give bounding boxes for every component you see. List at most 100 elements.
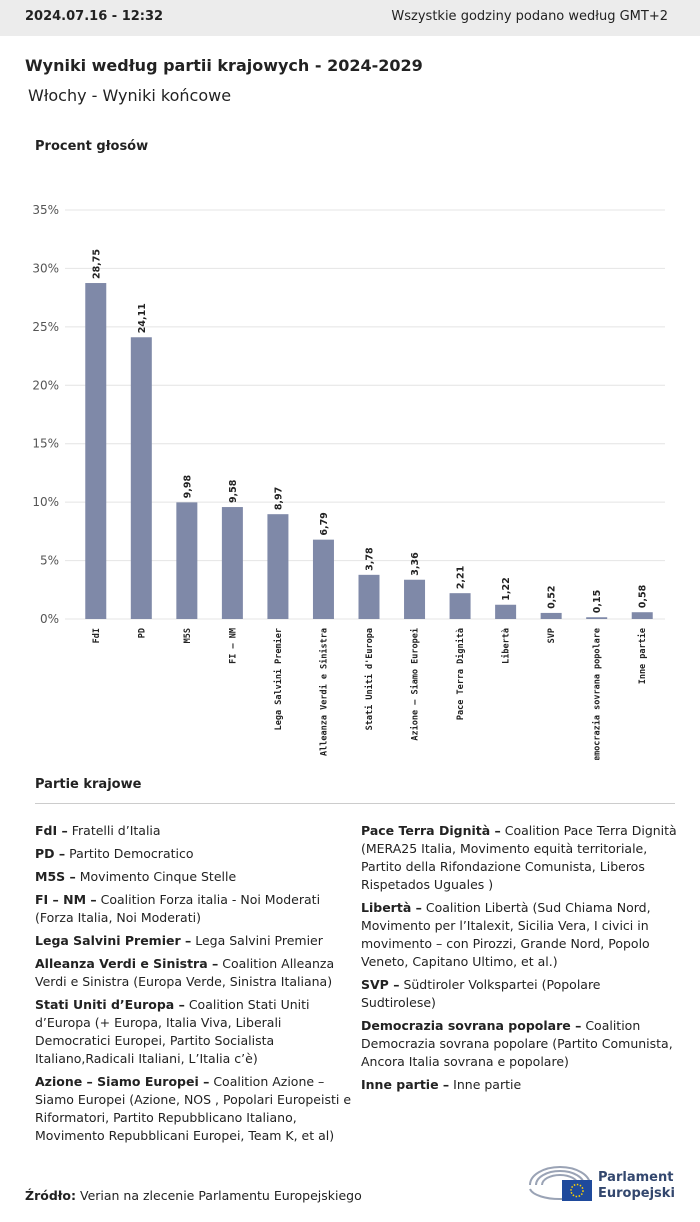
date: 2024.07.16 - 12:32	[25, 9, 164, 24]
legend-item: Inne partie – Inne partie	[361, 1076, 679, 1094]
x-tick-label: Lega Salvini Premier	[273, 628, 284, 730]
party-desc: Movimento Cinque Stelle	[79, 869, 237, 884]
value-label: 9,98	[182, 475, 193, 499]
party-desc: Coalition Libertà (Sud Chiama Nord, Movi…	[361, 900, 651, 969]
x-tick-label: Democrazia sovrana popolare	[592, 628, 603, 760]
value-label: 2,21	[456, 566, 467, 589]
legend-column: FdI – Fratelli d’Italia PD – Partito Demo…	[35, 822, 353, 1150]
x-tick-label: SVP	[547, 628, 557, 643]
party-abbr: M5S –	[35, 869, 76, 884]
value-label: 9,58	[228, 479, 239, 503]
party-abbr: Inne partie –	[361, 1077, 450, 1092]
bar	[586, 617, 608, 619]
party-abbr: Democrazia sovrana popolare –	[361, 1018, 582, 1033]
party-desc: Coalition Azione – Siamo Europei (Azione…	[35, 1074, 352, 1143]
legend-item: SVP – Südtiroler Volkspartei (Popolare S…	[361, 976, 679, 1012]
x-tick-label: Azione – Siamo Europei	[410, 628, 421, 741]
x-tick-label: M5S	[183, 628, 193, 643]
bar	[267, 514, 289, 619]
header-bar	[0, 0, 700, 36]
legend-item: Stati Uniti d’Europa – Coalition Stati U…	[35, 996, 353, 1068]
party-desc: Inne partie	[453, 1077, 522, 1092]
party-abbr: Stati Uniti d’Europa –	[35, 997, 185, 1012]
legend-item: Alleanza Verdi e Sinistra – Coalition Al…	[35, 955, 353, 991]
legend-item: PD – Partito Democratico	[35, 845, 353, 863]
y-tick-label: 35%	[32, 203, 59, 217]
bar	[404, 579, 426, 619]
party-desc: Lega Salvini Premier	[195, 933, 323, 948]
bar	[449, 593, 471, 619]
legend-item: Pace Terra Dignità – Coalition Pace Terr…	[361, 822, 679, 894]
y-tick-label: 0%	[40, 612, 59, 626]
value-label: 1,22	[501, 577, 512, 600]
y-tick-label: 10%	[32, 495, 59, 509]
party-desc: Fratelli d’Italia	[71, 823, 161, 838]
party-abbr: FI – NM –	[35, 892, 97, 907]
party-desc: Coalition Democrazia sovrana popolare (P…	[361, 1018, 673, 1069]
bar	[130, 337, 152, 619]
logo-line: Europejski	[598, 1186, 675, 1201]
source-label: Źródło:	[25, 1188, 76, 1203]
legend-item: Lega Salvini Premier – Lega Salvini Prem…	[35, 932, 353, 950]
party-abbr: Libertà –	[361, 900, 422, 915]
party-abbr: SVP –	[361, 977, 400, 992]
value-label: 6,79	[319, 512, 330, 535]
party-desc: Coalition Alleanza Verdi e Sinistra (Eur…	[35, 956, 335, 989]
party-abbr: Pace Terra Dignità –	[361, 823, 501, 838]
chart-subtitle: Włochy - Wyniki końcowe	[28, 86, 232, 105]
value-label: 0,58	[638, 584, 649, 608]
bar	[540, 612, 562, 619]
y-tick-label: 30%	[32, 261, 59, 275]
source-text: Verian na zlecenie Parlamentu Europejski…	[79, 1188, 362, 1203]
legend-item: M5S – Movimento Cinque Stelle	[35, 868, 353, 886]
x-tick-label: Stati Uniti d'Europa	[364, 628, 375, 730]
legend-title: Partie krajowe	[35, 777, 142, 792]
legend-item: Democrazia sovrana popolare – Coalition …	[361, 1017, 679, 1071]
y-tick-label: 15%	[32, 437, 59, 451]
legend-item: FdI – Fratelli d’Italia	[35, 822, 353, 840]
logo-text: Parlament Europejski	[598, 1170, 675, 1202]
legend-item: Azione – Siamo Europei – Coalition Azion…	[35, 1073, 353, 1145]
party-desc: Partito Democratico	[69, 846, 194, 861]
value-label: 3,78	[365, 547, 376, 571]
x-tick-label: PD	[137, 628, 147, 638]
x-tick-label: Libertà	[501, 628, 512, 664]
x-tick-label: FI – NM	[228, 628, 238, 664]
bar	[85, 283, 107, 619]
divider	[35, 803, 675, 804]
chart-title: Wyniki według partii krajowych - 2024-20…	[25, 56, 423, 75]
value-label: 3,36	[410, 552, 421, 576]
party-desc: Coalition Forza italia - Noi Moderati (F…	[35, 892, 321, 925]
party-desc: Coalition Stati Uniti d’Europa (+ Europa…	[35, 997, 310, 1066]
value-label: 0,15	[592, 590, 603, 613]
party-desc: Südtiroler Volkspartei (Popolare Sudtiro…	[361, 977, 601, 1010]
bar	[176, 502, 198, 619]
timezone-note: Wszystkie godziny podano według GMT+2	[391, 9, 668, 24]
logo-line: Parlament	[598, 1170, 674, 1185]
y-tick-label: 20%	[32, 378, 59, 392]
y-tick-label: 5%	[40, 554, 59, 568]
logo-icon	[529, 1166, 592, 1201]
value-label: 28,75	[91, 249, 102, 279]
bar	[221, 507, 243, 619]
x-tick-label: Inne partie	[637, 628, 648, 684]
value-label: 24,11	[137, 303, 148, 333]
y-axis-label: Procent głosów	[35, 139, 149, 154]
source: Źródło: Verian na zlecenie Parlamentu Eu…	[25, 1188, 362, 1203]
party-abbr: Alleanza Verdi e Sinistra –	[35, 956, 219, 971]
bar	[495, 604, 517, 619]
party-desc: Coalition Pace Terra Dignità (MERA25 Ita…	[361, 823, 677, 892]
value-label: 8,97	[273, 487, 284, 510]
party-abbr: FdI –	[35, 823, 68, 838]
chart: 0% 5% 10% 15% 20% 25% 30% 35% 28,75 FdI 24,11 PD 9,9…	[32, 203, 665, 760]
y-tick-label: 25%	[32, 320, 59, 334]
bar	[312, 539, 334, 619]
legend-column: Pace Terra Dignità – Coalition Pace Terr…	[361, 822, 679, 1099]
party-abbr: Lega Salvini Premier –	[35, 933, 192, 948]
legend-item: Libertà – Coalition Libertà (Sud Chiama …	[361, 899, 679, 971]
bar	[358, 574, 380, 619]
party-abbr: Azione – Siamo Europei –	[35, 1074, 210, 1089]
x-tick-label: Alleanza Verdi e Sinistra	[318, 628, 329, 756]
x-tick-label: FdI	[92, 628, 102, 643]
